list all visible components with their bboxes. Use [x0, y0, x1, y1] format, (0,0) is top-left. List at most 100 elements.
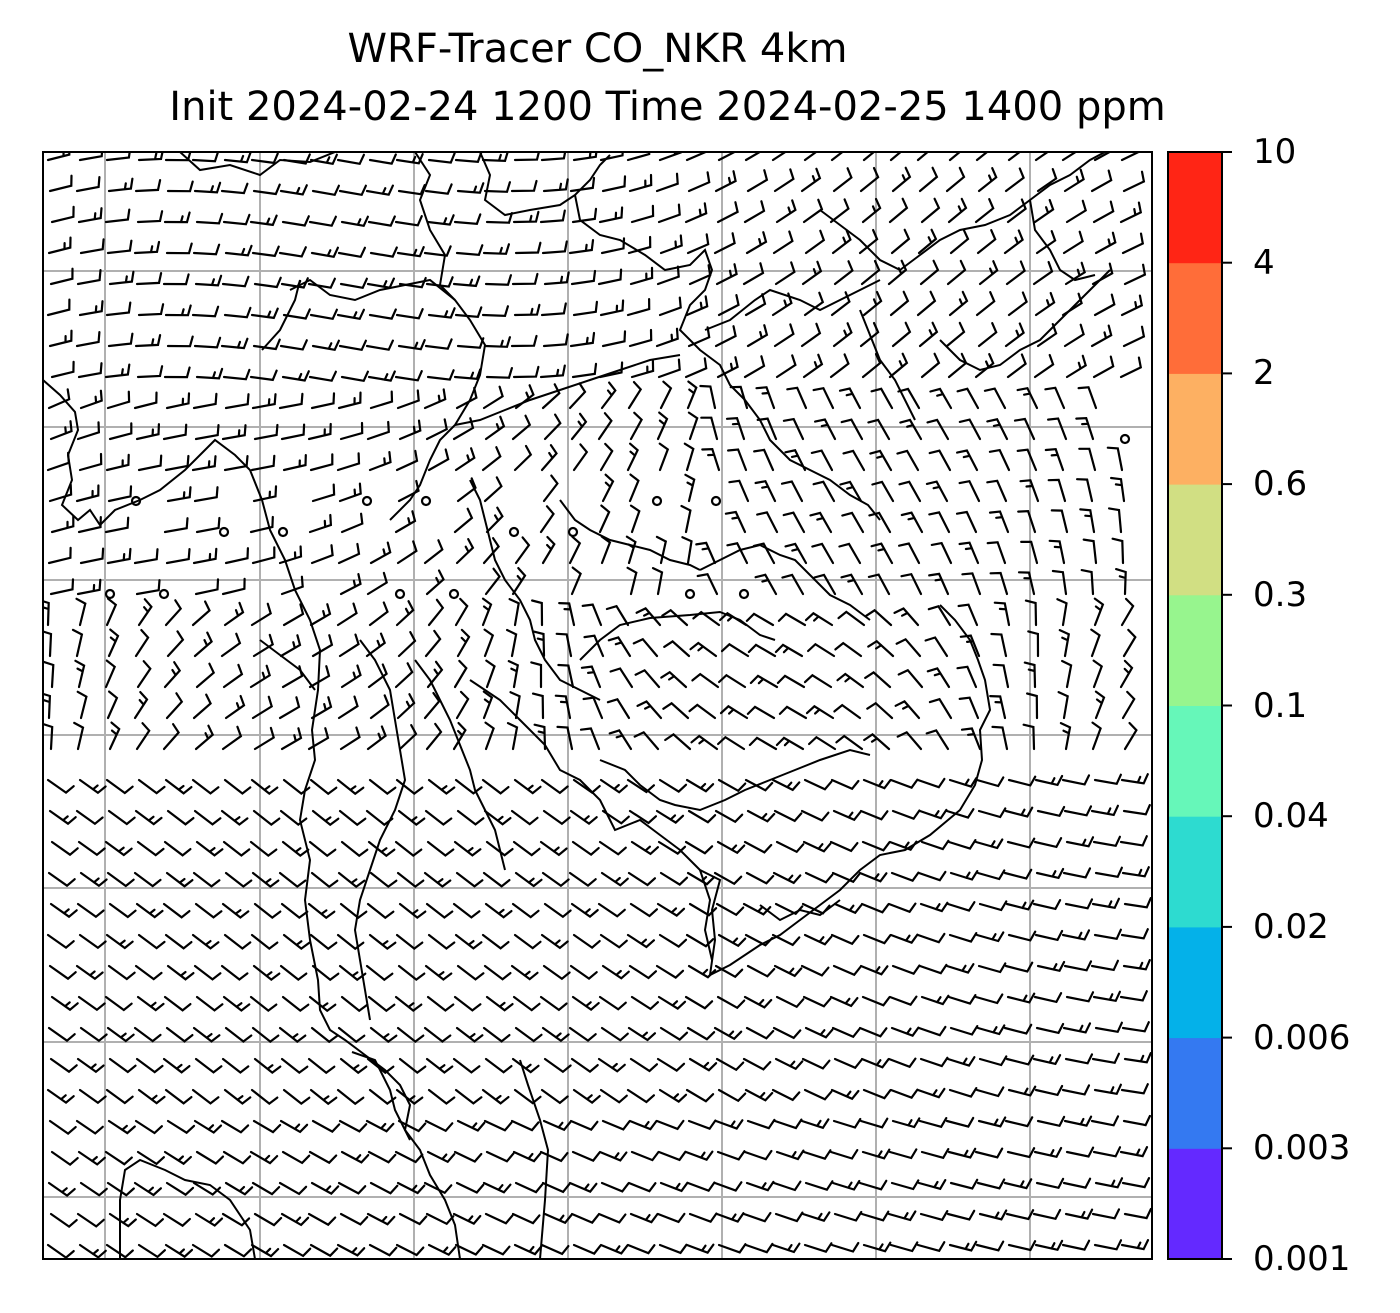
wind-barb: [397, 631, 417, 658]
wind-barb: [426, 840, 455, 857]
wind-barb: [195, 995, 224, 1012]
wind-barb: [455, 690, 470, 720]
wind-barb: [701, 447, 721, 472]
wind-barb: [307, 727, 330, 751]
wind-barb: [223, 455, 249, 472]
wind-barb: [397, 964, 426, 981]
wind-barb: [394, 215, 423, 227]
wind-barb: [598, 840, 627, 856]
wind-barb: [803, 291, 825, 317]
wind-barb: [542, 333, 569, 348]
wind-barb: [278, 545, 303, 565]
wind-barb: [427, 448, 450, 472]
wind-barb: [977, 322, 998, 348]
wind-barb: [888, 352, 909, 379]
wind-barb: [948, 290, 969, 317]
wind-barb: [692, 610, 721, 627]
wind-barb: [946, 901, 976, 912]
wind-barb: [571, 207, 598, 224]
wind-barb: [570, 902, 599, 918]
wind-barb: [802, 353, 824, 379]
wind-barb: [713, 871, 743, 886]
wind-barb: [423, 1181, 453, 1195]
wind-barb: [453, 659, 468, 689]
wind-barb: [687, 809, 717, 824]
wind-barb: [1123, 897, 1152, 909]
wind-barb: [1093, 1239, 1123, 1251]
wind-barb: [782, 511, 806, 534]
wind-barb: [598, 1150, 628, 1162]
wind-barb: [928, 449, 952, 472]
wind-barb: [1093, 773, 1122, 786]
wind-barb: [1122, 325, 1146, 348]
wind-barb: [108, 721, 121, 751]
wind-barb: [771, 292, 793, 317]
wind-barb: [597, 1057, 626, 1073]
wind-barb: [541, 383, 561, 410]
wind-barb: [655, 535, 668, 565]
wind-barb: [924, 636, 949, 658]
wind-barb: [250, 152, 279, 165]
wind-barb: [569, 809, 598, 825]
wind-barb: [715, 1212, 745, 1223]
wind-barb: [485, 995, 514, 1012]
wind-barb: [163, 661, 182, 689]
wind-barb: [165, 548, 191, 565]
wind-barb: [311, 809, 340, 827]
wind-barb: [512, 840, 541, 857]
wind-barb: [601, 964, 630, 980]
wind-barb: [339, 573, 362, 596]
wind-barb: [774, 902, 804, 916]
wind-barb: [423, 691, 441, 720]
wind-barb: [482, 690, 494, 720]
wind-barb: [311, 1119, 341, 1133]
wind-barb: [599, 778, 628, 794]
wind-barb: [135, 1057, 164, 1074]
wind-barb: [221, 1057, 250, 1074]
wind-barb: [483, 809, 512, 826]
wind-barb: [1061, 1084, 1091, 1096]
wind-barb: [960, 727, 982, 751]
wind-barb: [368, 308, 397, 320]
wind-barb: [366, 571, 388, 596]
wind-barb: [1004, 961, 1034, 973]
wind-barb: [1063, 168, 1085, 193]
wind-barb: [75, 964, 104, 981]
wind-barb: [191, 1243, 221, 1258]
wind-barb: [684, 357, 708, 379]
wind-barb: [743, 995, 773, 1009]
wind-barb: [424, 809, 453, 826]
wind-barb: [978, 1209, 1008, 1221]
wind-barb: [1092, 835, 1121, 848]
wind-barb: [714, 325, 737, 348]
wind-barb: [685, 778, 715, 793]
wind-barb: [834, 641, 863, 658]
wind-barb: [423, 539, 444, 565]
wind-barb: [1065, 836, 1095, 848]
wind-barb: [483, 628, 495, 658]
wind-barb: [394, 840, 423, 857]
wind-barb: [919, 1210, 949, 1222]
wind-barb: [1120, 294, 1144, 317]
wind-barb: [781, 573, 805, 596]
wind-barb: [756, 417, 778, 441]
calm-marker: [738, 588, 750, 600]
wind-barb: [311, 634, 334, 658]
wind-barb: [569, 1119, 599, 1131]
wind-barb: [1121, 1021, 1150, 1033]
wind-barb: [456, 182, 485, 194]
wind-barb: [803, 1088, 833, 1101]
wind-barb: [726, 542, 749, 565]
wind-barb: [513, 303, 541, 317]
wind-barb: [336, 308, 365, 321]
wind-barb: [191, 305, 220, 318]
wind-barb: [282, 308, 311, 320]
wind-barb: [632, 637, 659, 658]
wind-barb: [133, 1026, 162, 1043]
wind-barb: [481, 933, 510, 950]
wind-barb: [802, 995, 832, 1008]
wind-barb: [867, 418, 891, 441]
wind-barb: [802, 198, 824, 224]
wind-barb: [597, 268, 623, 286]
wind-barb: [729, 385, 749, 410]
